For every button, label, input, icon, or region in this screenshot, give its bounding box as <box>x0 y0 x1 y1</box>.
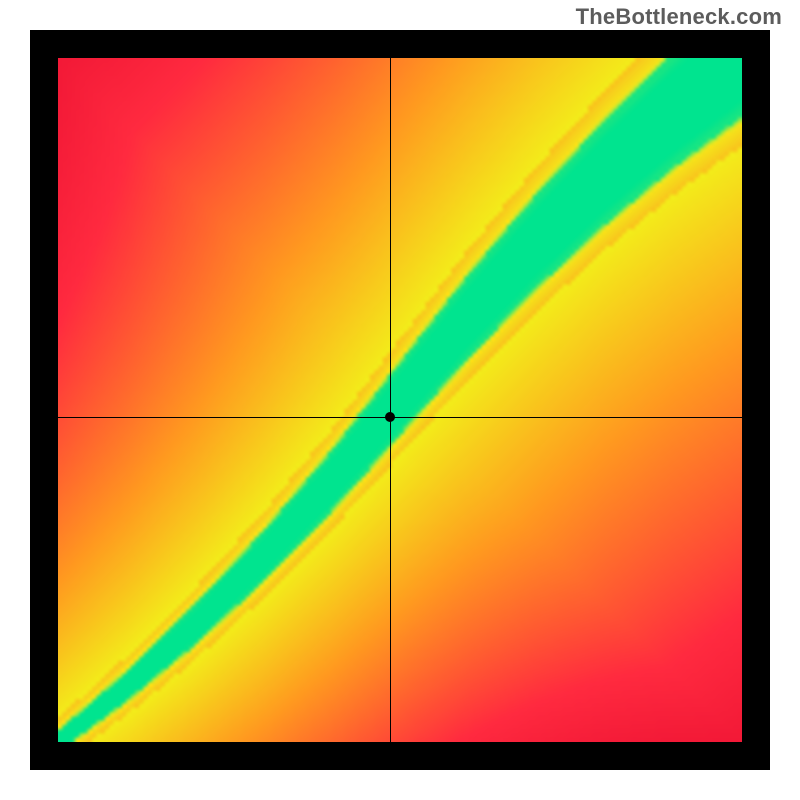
crosshair-vertical <box>390 58 391 742</box>
chart-container: TheBottleneck.com <box>0 0 800 800</box>
bottleneck-heatmap <box>58 58 742 742</box>
chart-frame <box>30 30 770 770</box>
crosshair-marker <box>385 412 395 422</box>
crosshair-horizontal <box>58 417 742 418</box>
watermark-text: TheBottleneck.com <box>576 4 782 30</box>
